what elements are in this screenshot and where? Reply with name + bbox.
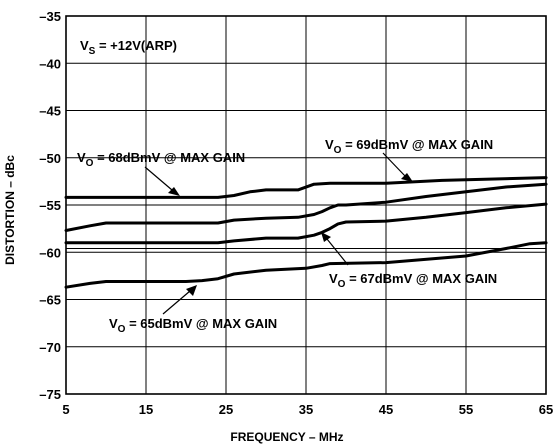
condition-sub: S [89,46,96,57]
arrow-68dbmv [144,166,173,191]
y-tick-label: –40 [39,56,61,71]
annotation-69-rest: = 69dBmV @ MAX GAIN [341,137,493,152]
series-line-0 [64,176,548,199]
series-lines [64,176,548,289]
y-tick-labels: –35 –40 –45 –50 –55 –60 –65 –70 –75 [39,9,61,402]
annotation-67dbmv: VO = 67dBmV @ MAX GAIN [329,271,497,290]
annotation-69-main: V [325,137,334,152]
annotation-65-rest: = 65dBmV @ MAX GAIN [125,316,277,331]
y-tick-label: –65 [39,293,61,308]
annotation-68-sub: O [86,158,94,169]
y-tick-label: –55 [39,198,61,213]
annotation-67-sub: O [338,279,346,290]
annotation-69dbmv: VO = 69dBmV @ MAX GAIN [325,137,493,156]
y-axis-label: DISTORTION – dBc [3,155,17,265]
annotation-65dbmv: VO = 65dBmV @ MAX GAIN [109,316,277,335]
annotation-69-sub: O [334,145,342,156]
arrow-67dbmv [326,238,349,266]
x-tick-label: 35 [299,402,313,417]
x-tick-label: 5 [62,402,69,417]
y-tick-label: –50 [39,151,61,166]
annotation-65-sub: O [118,324,126,335]
plot-frame [65,15,547,395]
y-tick-label: –70 [39,340,61,355]
series-line-1 [64,182,548,232]
arrow-68dbmv-head [168,187,180,196]
annotation-67-rest: = 67dBmV @ MAX GAIN [345,271,497,286]
series-line-3 [64,241,548,289]
annotation-68-rest: = 68dBmV @ MAX GAIN [93,150,245,165]
series-line-2 [64,202,548,245]
arrow-67dbmv-head [321,232,331,242]
condition-rest: = +12V(ARP) [95,38,177,53]
condition-main: V [80,38,89,53]
reference-lines [66,204,546,249]
x-tick-label: 15 [139,402,153,417]
x-tick-label: 45 [379,402,393,417]
y-tick-label: –60 [39,245,61,260]
x-tick-label: 65 [539,402,553,417]
arrow-69dbmv [382,152,407,178]
x-axis-label: FREQUENCY – MHz [230,430,343,444]
annotation-65-main: V [109,316,118,331]
arrow-69dbmv-head [401,173,413,182]
x-tick-label: 55 [459,402,473,417]
annotation-68-main: V [77,150,86,165]
y-tick-label: –75 [39,387,61,402]
x-tick-labels: 5 15 25 35 45 55 65 [62,402,553,417]
y-tick-label: –45 [39,104,61,119]
annotation-68dbmv: VO = 68dBmV @ MAX GAIN [77,150,245,169]
supply-condition-label: VS = +12V(ARP) [80,38,177,57]
y-tick-label: –35 [39,9,61,24]
arrow-65dbmv [162,290,191,315]
x-tick-label: 25 [219,402,233,417]
arrow-65dbmv-head [186,285,197,296]
annotation-67-main: V [329,271,338,286]
